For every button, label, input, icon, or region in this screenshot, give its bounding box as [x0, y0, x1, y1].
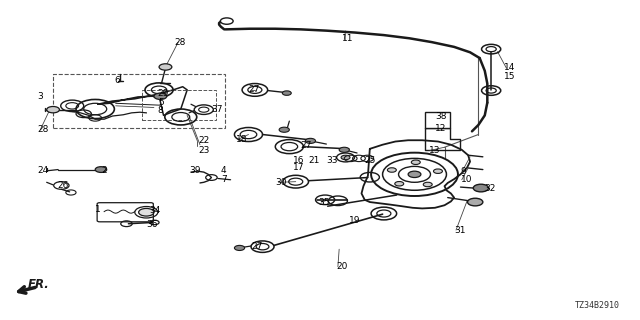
- Circle shape: [95, 167, 107, 172]
- Text: 9: 9: [461, 167, 467, 176]
- Text: 31: 31: [454, 226, 466, 235]
- Circle shape: [47, 107, 60, 113]
- Text: 32: 32: [484, 184, 496, 193]
- Circle shape: [305, 138, 316, 143]
- Text: 34: 34: [150, 206, 161, 215]
- Circle shape: [159, 64, 172, 70]
- Text: 16: 16: [293, 156, 305, 164]
- Circle shape: [387, 168, 396, 172]
- Text: 26: 26: [57, 181, 68, 190]
- Circle shape: [431, 117, 444, 123]
- Text: 5: 5: [158, 98, 164, 107]
- Circle shape: [341, 155, 350, 160]
- Text: 35: 35: [319, 197, 330, 206]
- Circle shape: [139, 208, 154, 216]
- Text: 39: 39: [189, 166, 200, 175]
- Text: 17: 17: [293, 164, 305, 172]
- Circle shape: [473, 184, 488, 192]
- Text: 23: 23: [198, 146, 210, 155]
- Text: 24: 24: [38, 166, 49, 175]
- Circle shape: [282, 91, 291, 95]
- Text: 6: 6: [115, 76, 120, 85]
- Text: 30: 30: [275, 178, 287, 187]
- Text: 37: 37: [211, 105, 223, 114]
- Text: 2: 2: [102, 166, 108, 175]
- Text: 28: 28: [174, 38, 186, 47]
- Text: 22: 22: [198, 136, 210, 145]
- Text: 20: 20: [336, 262, 348, 271]
- Text: 28: 28: [38, 125, 49, 134]
- Text: 18: 18: [236, 135, 247, 144]
- Circle shape: [395, 181, 404, 186]
- Circle shape: [339, 147, 349, 152]
- Text: 25: 25: [365, 156, 376, 164]
- Text: 8: 8: [158, 106, 164, 115]
- Circle shape: [433, 169, 442, 173]
- FancyBboxPatch shape: [97, 203, 154, 222]
- Circle shape: [234, 245, 244, 251]
- Text: 27: 27: [248, 85, 260, 94]
- Circle shape: [412, 160, 420, 164]
- Text: 21: 21: [308, 156, 320, 164]
- Text: 12: 12: [435, 124, 446, 132]
- Bar: [426, 112, 450, 128]
- Text: FR.: FR.: [28, 278, 49, 291]
- Text: 15: 15: [504, 72, 515, 81]
- Text: 19: 19: [349, 216, 360, 225]
- Text: 4: 4: [221, 166, 227, 175]
- Text: 36: 36: [147, 220, 158, 229]
- Text: 33: 33: [326, 156, 338, 164]
- Circle shape: [423, 182, 432, 187]
- Circle shape: [279, 127, 289, 132]
- Text: 7: 7: [221, 175, 227, 184]
- Circle shape: [154, 93, 167, 100]
- Circle shape: [220, 18, 233, 24]
- Text: 1: 1: [95, 205, 101, 214]
- Text: 14: 14: [504, 63, 515, 72]
- Text: 27: 27: [301, 141, 312, 150]
- Text: 10: 10: [461, 175, 472, 184]
- Circle shape: [408, 171, 421, 178]
- Text: 27: 27: [251, 242, 262, 251]
- Text: 13: 13: [429, 146, 440, 155]
- Circle shape: [467, 198, 483, 206]
- Text: 11: 11: [342, 35, 354, 44]
- Text: 38: 38: [435, 112, 447, 121]
- Text: TZ34B2910: TZ34B2910: [575, 301, 620, 310]
- Text: 3: 3: [38, 92, 44, 101]
- Text: 29: 29: [158, 89, 169, 98]
